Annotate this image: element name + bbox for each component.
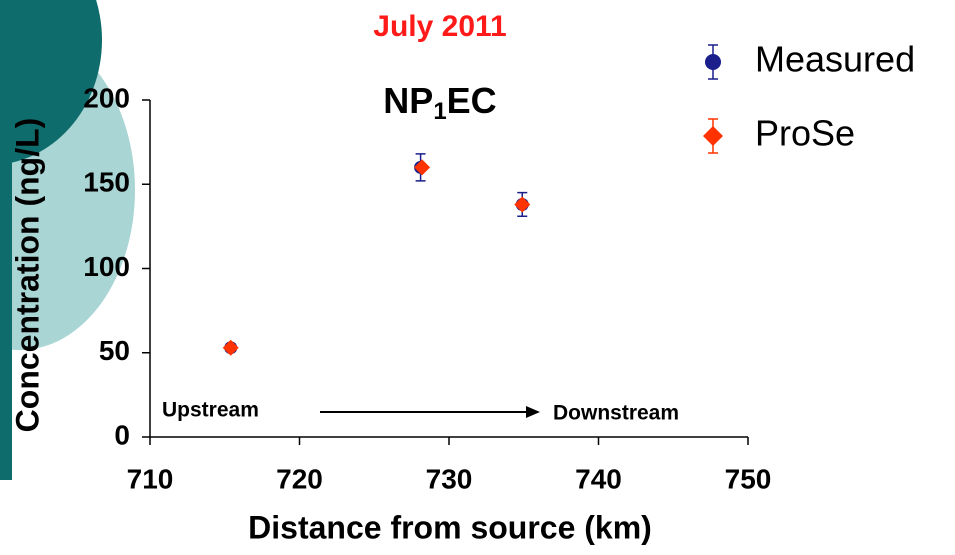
- marker: [414, 159, 431, 176]
- x-tick-label: 740: [575, 463, 622, 494]
- chart-subtitle: NP1EC: [383, 80, 496, 126]
- arrow-head: [526, 406, 540, 418]
- y-tick-label: 100: [83, 251, 130, 282]
- chart-title: July 2011: [373, 10, 506, 43]
- y-tick-label: 0: [114, 419, 130, 450]
- x-tick-label: 710: [127, 463, 174, 494]
- legend-marker: [703, 126, 723, 146]
- x-tick-label: 750: [725, 463, 772, 494]
- annotation: Upstream: [162, 399, 259, 422]
- x-tick-label: 720: [276, 463, 323, 494]
- subtitle-part: NP: [383, 80, 433, 121]
- y-tick-label: 200: [83, 82, 130, 113]
- decoration: [0, 60, 12, 480]
- y-tick-label: 50: [99, 335, 130, 366]
- annotation: Downstream: [553, 402, 679, 425]
- subtitle-part: 1: [433, 98, 446, 125]
- y-tick-label: 150: [83, 167, 130, 198]
- x-tick-label: 730: [426, 463, 473, 494]
- legend-label: Measured: [755, 39, 915, 80]
- decoration: [0, 0, 102, 165]
- marker: [514, 196, 531, 213]
- legend-label: ProSe: [755, 113, 855, 154]
- subtitle-part: EC: [447, 80, 497, 121]
- marker: [222, 339, 239, 356]
- x-axis-label: Distance from source (km): [248, 509, 652, 545]
- y-axis-label: Concentration (ng/L): [9, 118, 45, 433]
- legend-marker: [705, 54, 721, 70]
